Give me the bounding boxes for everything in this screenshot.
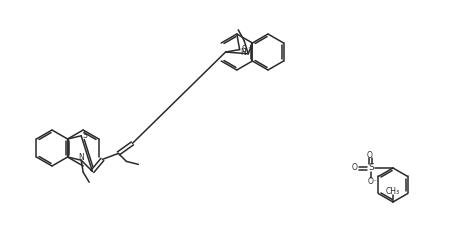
- Text: S: S: [83, 131, 87, 140]
- Text: N: N: [240, 48, 246, 57]
- Text: N: N: [78, 153, 84, 162]
- Text: CH₃: CH₃: [385, 188, 399, 197]
- Text: O: O: [351, 164, 357, 173]
- Text: S: S: [241, 45, 245, 54]
- Text: O: O: [366, 150, 372, 159]
- Text: S: S: [367, 164, 373, 173]
- Text: +: +: [247, 45, 252, 50]
- Text: O⁻: O⁻: [367, 176, 377, 185]
